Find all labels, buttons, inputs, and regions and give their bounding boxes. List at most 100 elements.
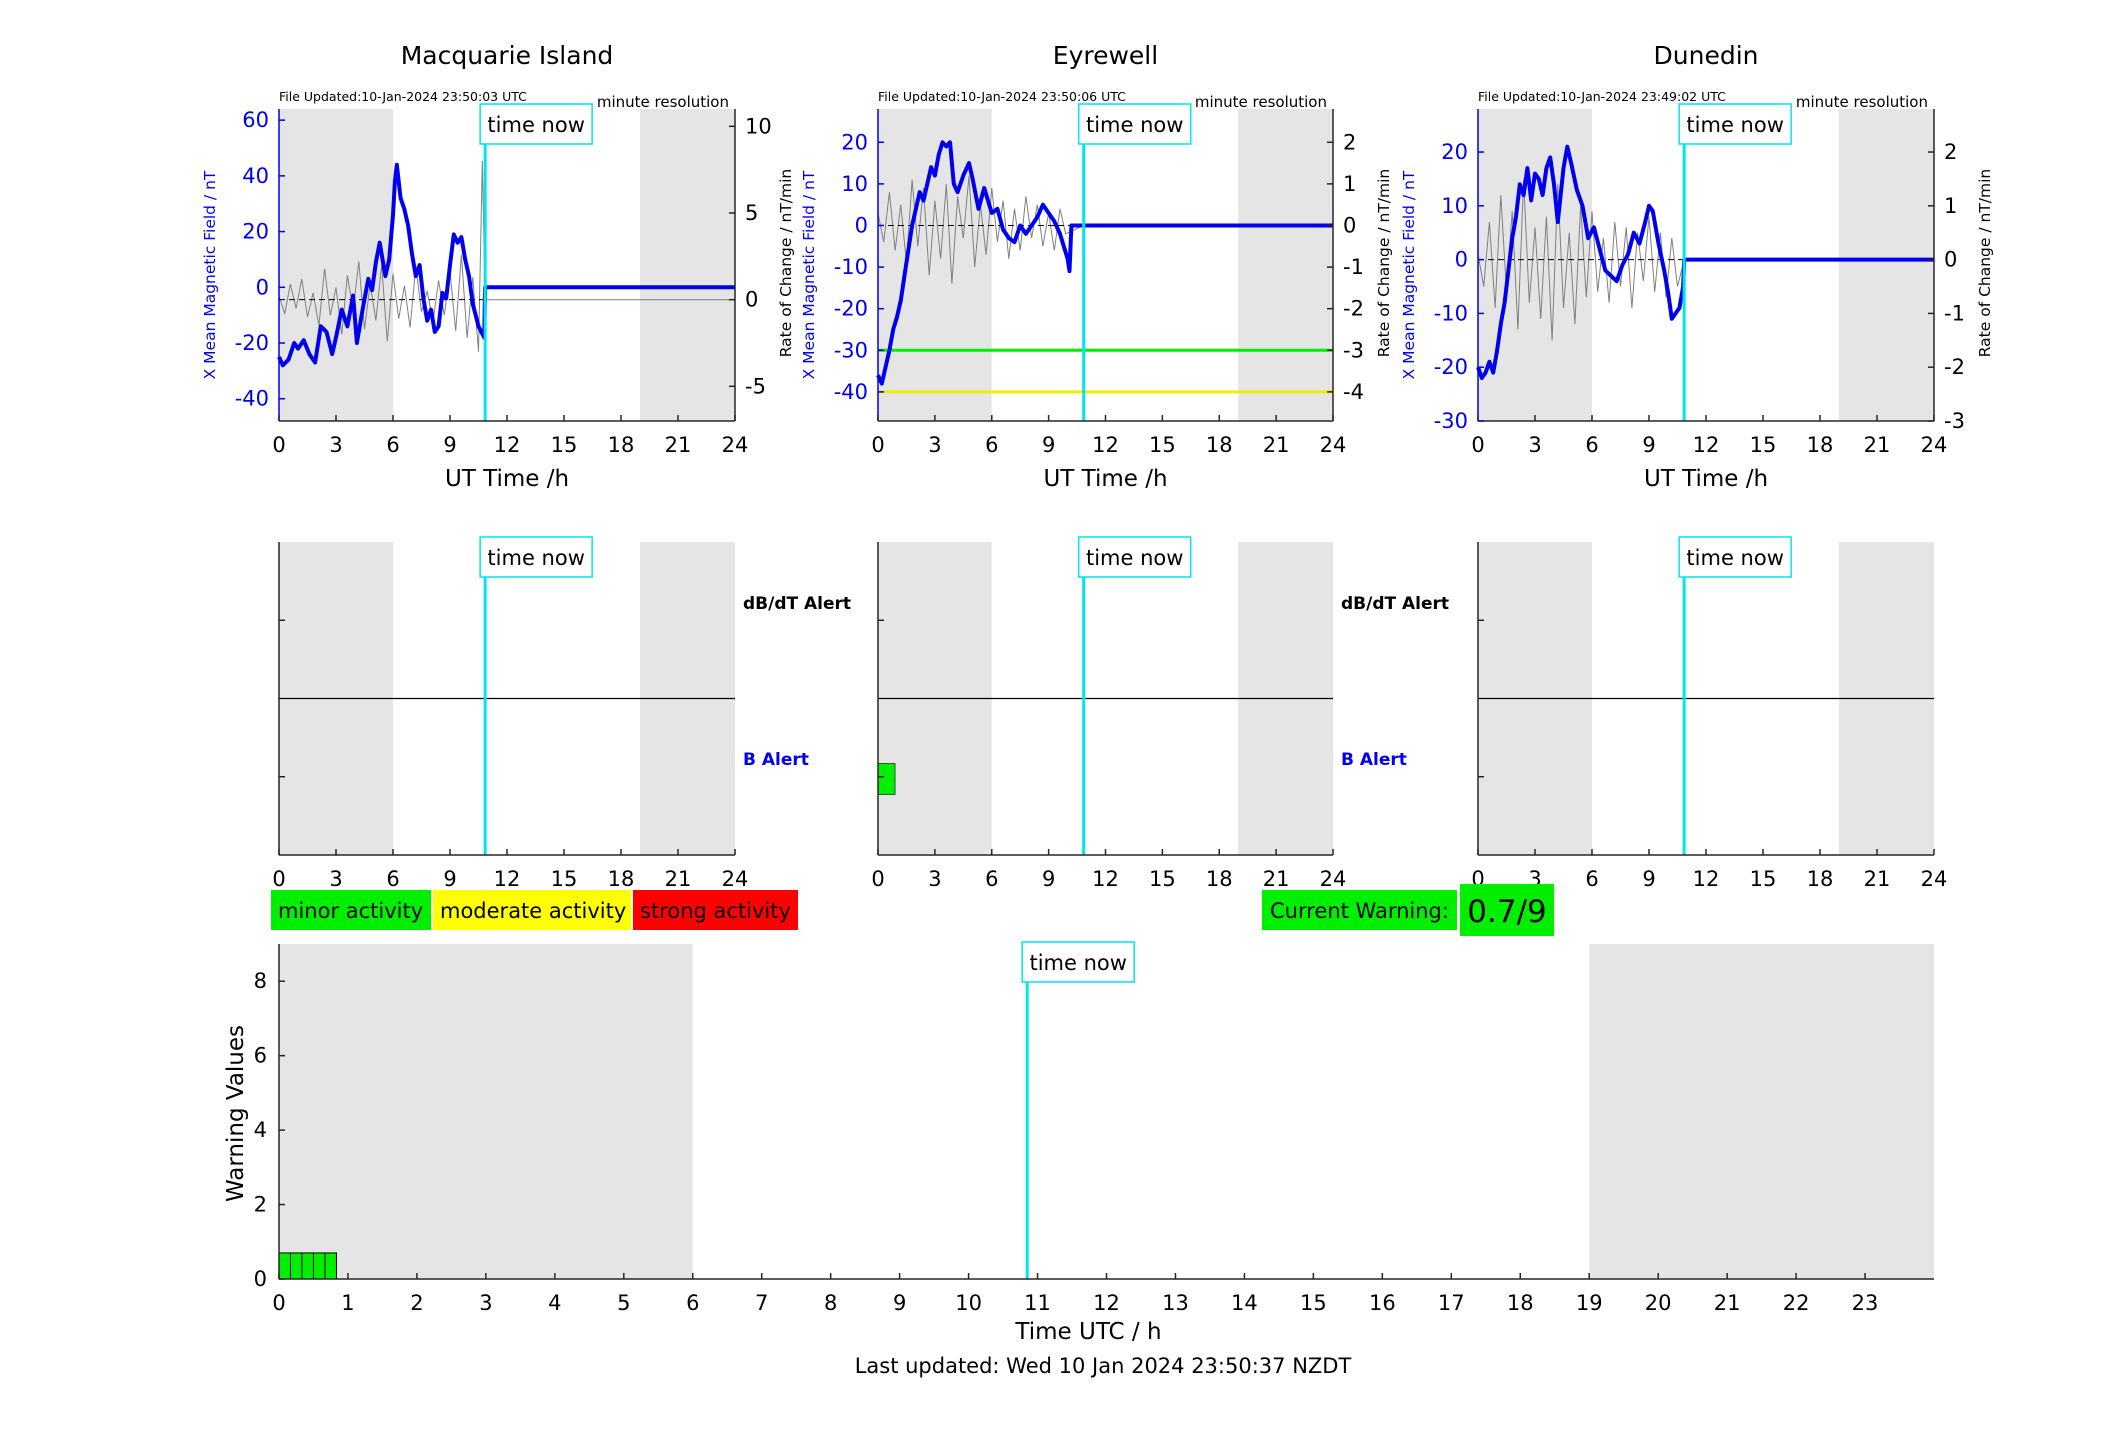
current-warning: Current Warning: 0.7/9: [1262, 884, 1554, 936]
x-tick-label: 0: [1471, 433, 1484, 457]
x-tick-label: 16: [1369, 1291, 1396, 1315]
night-shade: [1839, 109, 1934, 421]
y-tick-label: 6: [254, 1044, 267, 1068]
warning-bar: [301, 1252, 314, 1280]
x-tick-label: 17: [1438, 1291, 1465, 1315]
x-tick-label: 11: [1024, 1291, 1051, 1315]
warning-bar: [324, 1252, 337, 1280]
x-tick-label: 22: [1783, 1291, 1810, 1315]
x-tick-label: 15: [1750, 433, 1777, 457]
b-alert-label: B Alert: [1341, 750, 1407, 770]
x-tick-label: 18: [1807, 867, 1834, 891]
x-field-series: [876, 140, 1333, 386]
station-panel-0: Macquarie Island File Updated:10-Jan-2024…: [201, 41, 795, 492]
y-left-tick-label: 20: [1441, 140, 1468, 164]
x-tick-label: 6: [985, 433, 998, 457]
x-tick-label: 3: [329, 867, 342, 891]
x-tick-label: 12: [1092, 867, 1119, 891]
x-tick-label: 2: [410, 1291, 423, 1315]
rate-of-change-series: [877, 175, 1333, 284]
y-left-tick-label: 40: [242, 164, 269, 188]
warning-bar: [289, 1252, 303, 1280]
x-tick-label: 12: [494, 433, 521, 457]
time-now-box: [1021, 941, 1135, 983]
x-tick-label: 9: [1642, 433, 1655, 457]
x-tick-label: 24: [1320, 433, 1347, 457]
y-left-tick-label: -20: [1434, 355, 1468, 379]
x-tick-label: 24: [1921, 867, 1948, 891]
current-warning-value-box: [1460, 884, 1554, 936]
x-tick-label: 21: [1714, 1291, 1741, 1315]
night-shade: [1589, 944, 1934, 1279]
current-warning-label-box: [1262, 890, 1457, 930]
y-left-tick-label: -40: [235, 387, 269, 411]
time-now-box: [479, 536, 593, 578]
legend-swatch: [433, 890, 631, 930]
x-tick-label: 7: [755, 1291, 768, 1315]
time-now-box: [1678, 103, 1792, 145]
warning-x-title: Time UTC / h: [1014, 1319, 1161, 1345]
time-now-label: time now: [1686, 546, 1783, 570]
x-tick-label: 15: [551, 433, 578, 457]
file-updated: File Updated:10-Jan-2024 23:49:02 UTC: [1478, 89, 1726, 104]
legend-swatch: [633, 890, 798, 930]
y-right-tick-label: -3: [1343, 338, 1364, 362]
y-right-tick-label: 1: [1944, 194, 1957, 218]
activity-legend: minor activity moderate activity strong ac…: [271, 890, 798, 930]
time-now-box: [479, 103, 593, 145]
y-left-tick-label: -20: [235, 331, 269, 355]
x-tick-label: 21: [1864, 867, 1891, 891]
x-tick-label: 3: [928, 867, 941, 891]
x-tick-label: 24: [1921, 433, 1948, 457]
dbdt-alert-label: dB/dT Alert: [743, 594, 851, 614]
y-left-title: X Mean Magnetic Field / nT: [201, 170, 219, 379]
y-left-tick-label: 0: [1455, 248, 1468, 272]
x-tick-label: 15: [1149, 433, 1176, 457]
station-panel-1: Eyrewell File Updated:10-Jan-2024 23:50:0…: [800, 41, 1393, 492]
resolution-label: minute resolution: [597, 93, 729, 111]
x-tick-label: 0: [871, 867, 884, 891]
station-title: Dunedin: [1654, 41, 1759, 70]
night-shade: [878, 109, 992, 421]
x-tick-label: 21: [665, 433, 692, 457]
x-tick-label: 10: [955, 1291, 982, 1315]
current-warning-label: Current Warning:: [1270, 899, 1449, 923]
x-tick-label: 15: [1750, 867, 1777, 891]
x-tick-label: 3: [479, 1291, 492, 1315]
x-tick-label: 24: [722, 867, 749, 891]
x-tick-label: 6: [686, 1291, 699, 1315]
x-field-series: [277, 162, 735, 368]
time-now-box: [1678, 536, 1792, 578]
x-tick-label: 20: [1645, 1291, 1672, 1315]
x-tick-label: 3: [928, 433, 941, 457]
last-updated: Last updated: Wed 10 Jan 2024 23:50:37 N…: [855, 1354, 1352, 1378]
y-left-tick-label: -40: [834, 380, 868, 404]
x-tick-label: 9: [443, 433, 456, 457]
y-left-tick-label: 20: [841, 130, 868, 154]
x-tick-label: 15: [1300, 1291, 1327, 1315]
x-tick-label: 0: [272, 1291, 285, 1315]
y-left-tick-label: -10: [834, 255, 868, 279]
x-tick-label: 21: [1864, 433, 1891, 457]
night-shade: [279, 944, 693, 1279]
y-left-tick-label: -10: [1434, 301, 1468, 325]
x-tick-label: 24: [1320, 867, 1347, 891]
x-tick-label: 6: [1585, 867, 1598, 891]
time-now-label: time now: [1086, 546, 1183, 570]
y-right-tick-label: 10: [745, 114, 772, 138]
station-title: Macquarie Island: [401, 41, 614, 70]
x-tick-label: 19: [1576, 1291, 1603, 1315]
resolution-label: minute resolution: [1796, 93, 1928, 111]
y-right-tick-label: 0: [1944, 248, 1957, 272]
alert-panel-0: time now 0 3 6 9 12 15 18 21 24: [272, 536, 749, 891]
resolution-label: minute resolution: [1195, 93, 1327, 111]
y-right-title: Rate of Change / nT/min: [777, 169, 795, 358]
y-right-tick-label: -1: [1343, 255, 1364, 279]
y-left-tick-label: -20: [834, 297, 868, 321]
x-axis-title: UT Time /h: [445, 466, 569, 492]
y-right-tick-label: 2: [1944, 140, 1957, 164]
y-right-tick-label: -5: [745, 374, 766, 398]
station-panel-2: Dunedin File Updated:10-Jan-2024 23:49:02…: [1400, 41, 1994, 492]
